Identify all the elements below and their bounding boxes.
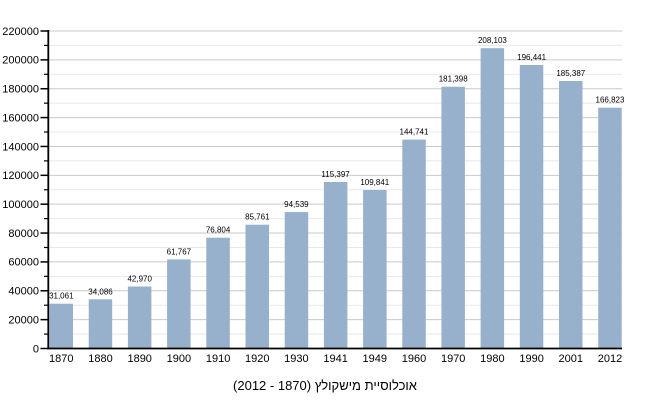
x-tick-label: 1960 [402,353,426,365]
bar-1980 [480,48,505,349]
y-tick-label: 120000 [2,170,39,182]
bar-1960 [402,139,426,349]
bar-value-label: 208,103 [478,36,507,45]
y-tick-label: 220000 [2,26,39,38]
bar-value-label: 85,761 [245,213,270,222]
bar-value-label: 42,970 [127,275,152,284]
x-tick-label: 1880 [88,353,112,365]
bar-1930 [284,212,309,349]
x-tick-label: 1970 [441,353,465,365]
x-tick-label: 2012 [598,353,622,365]
x-tick-label: 2001 [559,353,583,365]
bar-1900 [167,259,191,349]
bar-value-label: 61,767 [167,247,192,256]
x-tick-label: 1870 [49,353,73,365]
bar-1870 [49,303,73,349]
y-tick-label: 80000 [8,228,39,240]
x-tick-label: 1920 [245,353,269,365]
bar-value-label: 185,387 [556,69,585,78]
bar-value-label: 94,539 [284,200,309,209]
x-tick-label: 1949 [363,353,387,365]
chart-title: אוכלוסיית מישקולץ (1870 - 2012) [233,378,417,393]
bar-value-label: 31,061 [49,292,74,301]
bar-2001 [559,81,583,349]
x-tick-label: 1930 [284,353,308,365]
bar-1949 [363,190,387,349]
x-tick-label: 1990 [519,353,543,365]
bar-1880 [88,299,113,349]
y-tick-label: 20000 [8,314,39,326]
bar-1941 [323,182,348,349]
x-tick-label: 1941 [323,353,347,365]
bar-value-label: 196,441 [517,53,546,62]
bar-value-label: 181,398 [439,75,468,84]
y-tick-label: 100000 [2,199,39,211]
bar-value-label: 115,397 [321,170,350,179]
y-tick-label: 140000 [2,141,39,153]
y-tick-label: 40000 [8,286,39,298]
x-tick-label: 1890 [127,353,151,365]
y-tick-label: 60000 [8,257,39,269]
bar-1990 [519,65,544,349]
bar-1920 [245,224,269,349]
bar-value-label: 166,823 [596,96,625,105]
bar-1970 [441,86,465,349]
bar-value-label: 109,841 [360,178,389,187]
y-tick-label: 160000 [2,112,39,124]
y-tick-label: 180000 [2,84,39,96]
y-tick-label: 0 [33,343,39,355]
chart-canvas: 31,061 34,086 42,970 61,767 76,804 85,761 94,5… [2,26,625,365]
bar-2012 [598,107,622,349]
x-tick-label: 1980 [480,353,504,365]
y-tick-label: 200000 [2,55,39,67]
bar-1890 [127,286,152,349]
bar-1910 [206,237,230,349]
bar-value-label: 144,741 [400,128,429,137]
x-tick-label: 1910 [206,353,230,365]
x-tick-label: 1900 [167,353,191,365]
bar-value-label: 76,804 [206,226,231,235]
bar-value-label: 34,086 [88,287,113,296]
